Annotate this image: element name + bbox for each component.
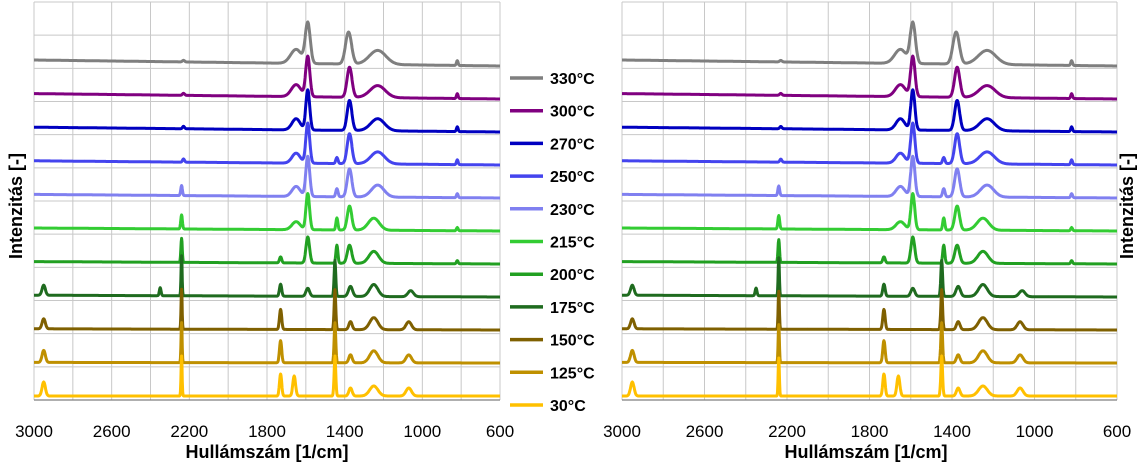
legend-label: 125°C	[550, 365, 595, 382]
legend-label: 215°C	[550, 235, 595, 252]
series-line	[620, 154, 1119, 200]
right-spectra-panel: 3000 2600 2200 1800 1400 1000 600	[603, 1, 1131, 441]
x-tick-label: 2600	[686, 422, 724, 441]
series-line	[32, 254, 502, 299]
legend-label: 175°C	[550, 300, 595, 317]
x-tick-label: 1400	[326, 422, 364, 441]
legend-label: 270°C	[550, 136, 595, 153]
legend-label: 200°C	[550, 267, 595, 284]
series-line	[620, 354, 1119, 398]
legend-label: 330°C	[550, 71, 595, 88]
legend-label: 300°C	[550, 104, 595, 121]
series-line	[32, 54, 502, 101]
x-tick-label: 1000	[403, 422, 441, 441]
series-line	[32, 287, 502, 332]
x-tick-label: 600	[486, 422, 514, 441]
x-axis-label-right: Hullámszám [1/cm]	[784, 442, 947, 462]
legend-label: 250°C	[550, 169, 595, 186]
x-tick-label: 3000	[15, 422, 53, 441]
legend-label: 230°C	[550, 202, 595, 219]
series-line	[32, 121, 502, 167]
series-line	[32, 321, 502, 365]
x-tick-label: 2600	[93, 422, 131, 441]
series-line	[32, 354, 502, 398]
x-tick-label: 1800	[851, 422, 889, 441]
series-line	[32, 154, 502, 200]
x-tick-label: 1400	[933, 422, 971, 441]
x-tick-label: 3000	[603, 422, 641, 441]
series-line	[32, 235, 502, 266]
series-line	[32, 88, 502, 134]
x-tick-label: 1000	[1016, 422, 1054, 441]
legend-label: 30°C	[550, 398, 586, 415]
series-line	[620, 256, 1119, 299]
series-line	[620, 88, 1119, 134]
series-line	[620, 54, 1119, 101]
series-line	[620, 288, 1119, 332]
x-tick-label: 2200	[768, 422, 806, 441]
x-axis-label-left: Hullámszám [1/cm]	[185, 442, 348, 462]
series-line	[620, 121, 1119, 167]
y-axis-label-right: Intenzitás [-]	[1117, 153, 1137, 259]
series-line	[620, 192, 1119, 233]
legend: 330°C 300°C 270°C 250°C 230°C 215°C 200°C 175°C…	[510, 71, 595, 415]
x-tick-label: 2200	[170, 422, 208, 441]
left-spectra-panel: 3000 2600 2200 1800 1400 1000 600	[15, 1, 514, 441]
series-line	[32, 192, 502, 233]
series-line	[32, 20, 502, 68]
x-tick-label: 1800	[248, 422, 286, 441]
series-line	[620, 20, 1119, 68]
legend-label: 150°C	[550, 333, 595, 350]
y-axis-label-left: Intenzitás [-]	[6, 153, 26, 259]
x-tick-label: 600	[1103, 422, 1131, 441]
series-line	[620, 321, 1119, 365]
series-line	[620, 235, 1119, 266]
